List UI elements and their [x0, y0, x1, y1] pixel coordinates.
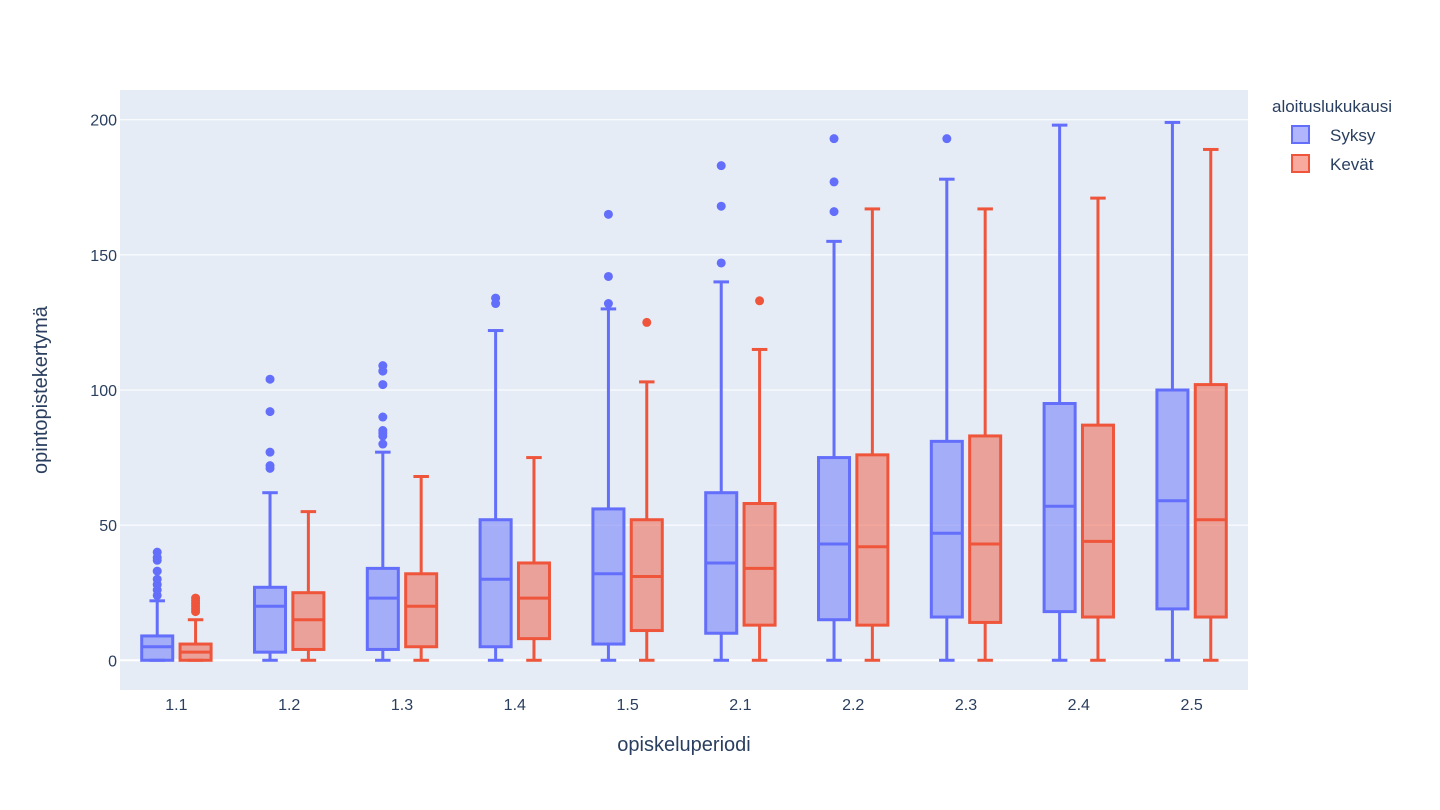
box-syksy: [591, 209, 626, 662]
box-syksy: [704, 161, 739, 662]
outlier-point: [755, 296, 765, 306]
x-axis-ticks: 1.1 1.2 1.3 1.4 1.5 2.1 2.2 2.3 2.4 2.5: [165, 697, 1203, 714]
box-syksy: [1155, 120, 1190, 662]
box-syksy: [817, 134, 852, 662]
outlier-point: [152, 547, 162, 557]
outlier-point: [378, 412, 388, 422]
outlier-point: [265, 407, 275, 417]
outlier-point: [378, 426, 388, 436]
x-tick-label: 1.1: [165, 697, 187, 714]
outlier-point: [942, 134, 952, 144]
outlier-point: [378, 380, 388, 390]
legend-swatch-syksy: [1291, 125, 1310, 144]
box-syksy: [140, 547, 175, 662]
iqr-box: [404, 572, 439, 649]
legend-label-kevat: Kevät: [1330, 155, 1374, 174]
box-kevät: [516, 456, 551, 662]
box-kevät: [855, 207, 890, 662]
box-syksy: [1042, 123, 1077, 662]
x-axis-title: opiskeluperiodi: [617, 734, 750, 756]
iqr-box: [1080, 423, 1115, 619]
box-syksy: [365, 361, 400, 662]
outlier-point: [378, 361, 388, 371]
box-kevät: [404, 474, 439, 662]
iqr-box: [742, 502, 777, 627]
iqr-box: [1193, 383, 1228, 619]
legend-title: aloituslukukausi: [1272, 97, 1392, 116]
box-kevät: [1193, 147, 1228, 662]
y-tick-label: 200: [90, 113, 117, 130]
y-tick-label: 100: [90, 383, 117, 400]
outlier-point: [829, 134, 839, 144]
outlier-point: [152, 574, 162, 584]
iqr-box: [817, 456, 852, 622]
outlier-point: [491, 293, 501, 303]
outlier-point: [152, 566, 162, 576]
box-kevät: [968, 207, 1003, 662]
box-kevät: [1080, 196, 1115, 662]
legend: aloituslukukausi Syksy Kevät: [1272, 97, 1392, 174]
outlier-point: [716, 161, 726, 171]
outlier-point: [265, 374, 275, 384]
iqr-box: [365, 566, 400, 651]
outlier-point: [191, 593, 201, 603]
iqr-box: [855, 453, 890, 627]
outlier-point: [265, 461, 275, 471]
box-series: [140, 120, 1228, 662]
x-tick-label: 2.4: [1068, 697, 1090, 714]
box-kevät: [178, 593, 213, 662]
x-tick-label: 2.3: [955, 697, 977, 714]
outlier-point: [265, 447, 275, 457]
iqr-box: [516, 561, 551, 641]
outlier-point: [829, 207, 839, 217]
box-syksy: [253, 374, 288, 662]
legend-item-kevat[interactable]: Kevät: [1291, 154, 1374, 174]
outlier-point: [642, 317, 652, 327]
outlier-point: [603, 299, 613, 309]
box-syksy: [478, 293, 513, 662]
x-tick-label: 1.3: [391, 697, 413, 714]
box-kevät: [629, 317, 664, 662]
legend-item-syksy[interactable]: Syksy: [1291, 125, 1376, 145]
x-tick-label: 1.2: [278, 697, 300, 714]
iqr-box: [591, 507, 626, 646]
outlier-point: [716, 201, 726, 211]
y-axis-ticks: 0 50 100 150 200: [90, 113, 117, 671]
y-tick-label: 50: [99, 518, 117, 535]
outlier-point: [829, 177, 839, 187]
iqr-box: [253, 585, 288, 654]
legend-label-syksy: Syksy: [1330, 126, 1376, 145]
x-tick-label: 2.2: [842, 697, 864, 714]
y-tick-label: 0: [108, 653, 117, 670]
x-tick-label: 1.4: [504, 697, 526, 714]
box-kevät: [291, 510, 326, 662]
outlier-point: [378, 439, 388, 449]
legend-swatch-kevat: [1291, 154, 1310, 173]
y-tick-label: 150: [90, 248, 117, 265]
iqr-box: [478, 518, 513, 649]
y-axis-title: opintopistekertymä: [30, 305, 52, 474]
x-tick-label: 1.5: [616, 697, 638, 714]
x-tick-label: 2.5: [1180, 697, 1202, 714]
x-tick-label: 2.1: [729, 697, 751, 714]
iqr-box: [968, 434, 1003, 624]
iqr-box: [929, 439, 964, 619]
box-syksy: [929, 134, 964, 662]
box-kevät: [742, 296, 777, 662]
outlier-point: [603, 209, 613, 219]
outlier-point: [716, 258, 726, 268]
outlier-point: [603, 271, 613, 281]
